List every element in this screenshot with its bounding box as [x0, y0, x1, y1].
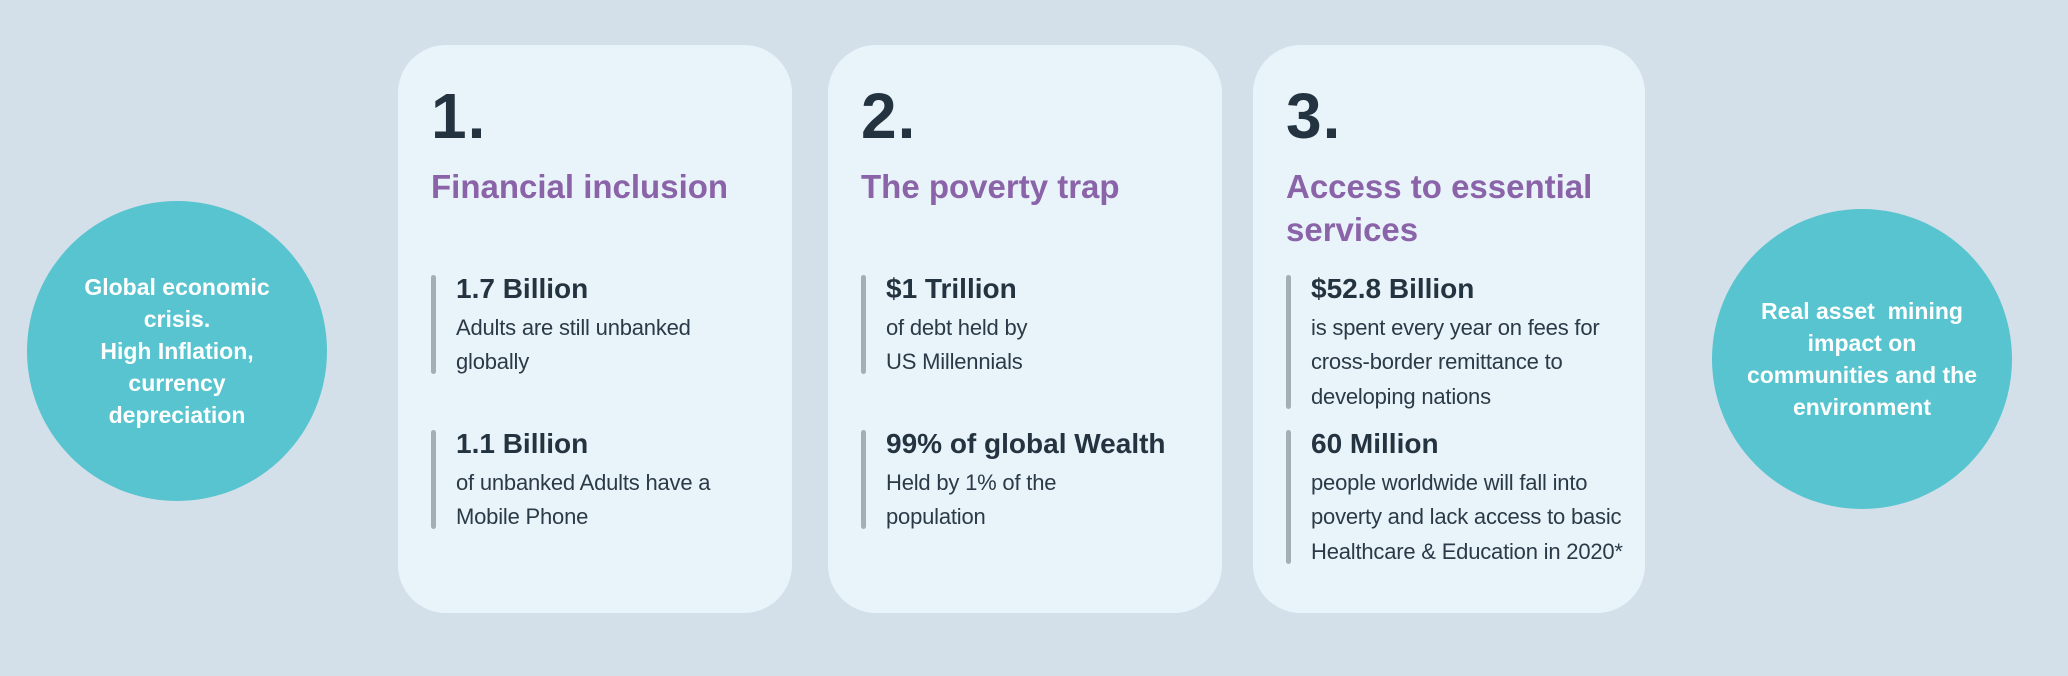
card-3-stat-1: $52.8 Billion is spent every year on fee…	[1286, 272, 1600, 415]
card-1-stat-2: 1.1 Billion of unbanked Adults have a Mo…	[431, 427, 711, 535]
card-3-stat-2: 60 Million people worldwide will fall in…	[1286, 427, 1623, 570]
stat-value: $1 Trillion	[886, 273, 1017, 304]
card-2-title: The poverty trap	[861, 168, 1120, 205]
stat-value: $52.8 Billion	[1311, 273, 1475, 304]
stat-desc: Held by 1% of the population	[886, 469, 1057, 530]
stat-desc: of unbanked Adults have a Mobile Phone	[456, 469, 711, 530]
card-3-title: Access to essential services	[1286, 168, 1593, 248]
card-2-stat-1: $1 Trillion of debt held by US Millennia…	[861, 272, 1028, 380]
card-1-title: Financial inclusion	[431, 168, 729, 205]
card-1-number: 1.	[431, 80, 487, 152]
card-financial-inclusion: 1. Financial inclusion 1.7 Billion Adult…	[398, 45, 792, 613]
stat-value: 1.1 Billion	[456, 428, 589, 459]
card-2-number: 2.	[861, 80, 917, 152]
mining-impact-circle: Real asset mining impact on communities …	[1712, 209, 2012, 509]
global-crisis-circle: Global economic crisis. High Inflation, …	[27, 201, 327, 501]
card-2-stat-2: 99% of global Wealth Held by 1% of the p…	[861, 427, 1166, 535]
card-1-stat-1: 1.7 Billion Adults are still unbanked gl…	[431, 272, 691, 380]
stat-desc: of debt held by US Millennials	[886, 314, 1028, 375]
mining-impact-circle-text: Real asset mining impact on communities …	[1746, 298, 1978, 420]
card-poverty-trap: 2. The poverty trap $1 Trillion of debt …	[828, 45, 1222, 613]
stat-desc: is spent every year on fees for cross-bo…	[1311, 314, 1600, 410]
stat-value: 60 Million	[1311, 428, 1439, 459]
global-crisis-circle-text: Global economic crisis. High Inflation, …	[84, 274, 270, 428]
stat-desc: people worldwide will fall into poverty …	[1311, 469, 1623, 565]
card-3-number: 3.	[1286, 80, 1342, 152]
stat-value: 99% of global Wealth	[886, 428, 1166, 459]
stat-desc: Adults are still unbanked globally	[456, 314, 691, 375]
card-access-essential-services: 3. Access to essential services $52.8 Bi…	[1253, 45, 1645, 613]
stat-value: 1.7 Billion	[456, 273, 589, 304]
